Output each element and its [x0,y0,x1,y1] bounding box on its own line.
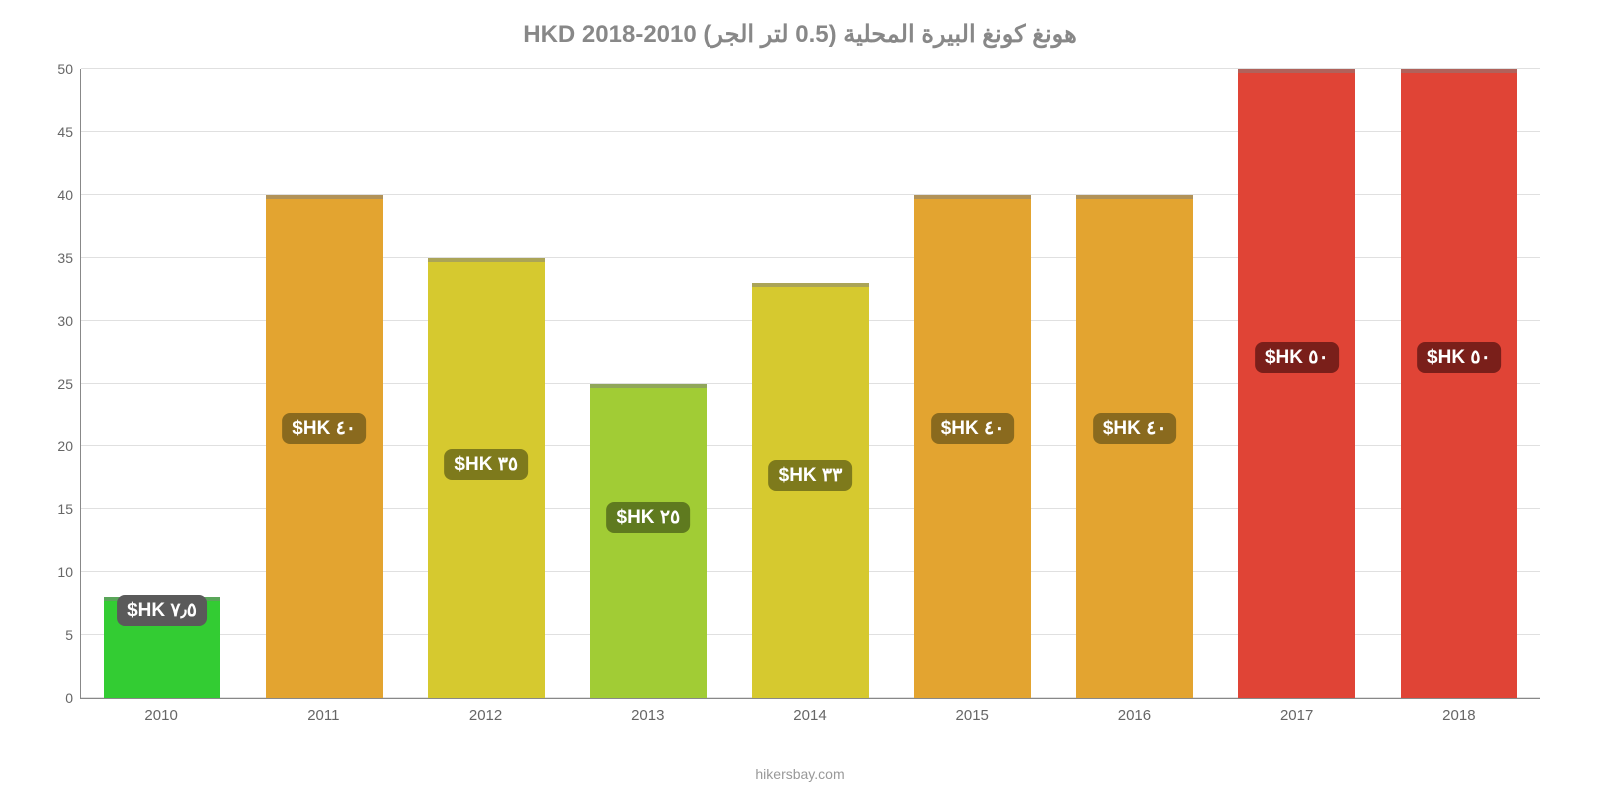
bar-2015: ٤٠ HK$ [914,195,1031,698]
bar-data-label: ٥٠ HK$ [1417,342,1501,373]
x-tick-label: 2016 [1053,699,1215,729]
bar-slot: ٥٠ HK$ [1216,69,1378,698]
x-tick-label: 2011 [242,699,404,729]
y-tick-label: 45 [57,124,73,140]
x-tick-label: 2015 [891,699,1053,729]
chart-area: 0 5 10 15 20 25 30 35 40 45 50 ٧٫٥ HK$ ٤… [80,69,1540,729]
bar-slot: ٥٠ HK$ [1378,69,1540,698]
bar-slot: ٣٣ HK$ [729,69,891,698]
bar-2011: ٤٠ HK$ [266,195,383,698]
x-tick-label: 2017 [1216,699,1378,729]
bar-2016: ٤٠ HK$ [1076,195,1193,698]
bar-data-label: ٢٥ HK$ [607,502,691,533]
y-tick-label: 35 [57,250,73,266]
y-tick-label: 15 [57,501,73,517]
x-tick-label: 2010 [80,699,242,729]
bar-data-label: ٣٥ HK$ [444,449,528,480]
y-tick-label: 5 [65,627,73,643]
bar-data-label: ٥٠ HK$ [1255,342,1339,373]
x-tick-label: 2018 [1378,699,1540,729]
bar-slot: ٣٥ HK$ [405,69,567,698]
bar-2010: ٧٫٥ HK$ [104,597,221,698]
bar-data-label: ٣٣ HK$ [769,460,853,491]
bar-slot: ٤٠ HK$ [1054,69,1216,698]
bar-2014: ٣٣ HK$ [752,283,869,698]
y-tick-label: 40 [57,187,73,203]
attribution-text: hikersbay.com [755,766,844,782]
y-tick-label: 10 [57,564,73,580]
bar-2012: ٣٥ HK$ [428,258,545,698]
x-tick-label: 2013 [567,699,729,729]
bar-slot: ٧٫٥ HK$ [81,69,243,698]
bar-slot: ٢٥ HK$ [567,69,729,698]
bar-2017: ٥٠ HK$ [1238,69,1355,698]
bar-slot: ٤٠ HK$ [892,69,1054,698]
bar-2018: ٥٠ HK$ [1401,69,1518,698]
y-tick-label: 20 [57,438,73,454]
bar-data-label: ٧٫٥ HK$ [117,595,207,626]
y-tick-label: 30 [57,313,73,329]
y-tick-label: 50 [57,61,73,77]
x-tick-label: 2012 [404,699,566,729]
bar-2013: ٢٥ HK$ [590,384,707,699]
x-tick-label: 2014 [729,699,891,729]
x-axis: 2010 2011 2012 2013 2014 2015 2016 2017 … [80,699,1540,729]
chart-title: هونغ كونغ البيرة المحلية (0.5 لتر الجر) … [40,20,1560,49]
bar-slot: ٤٠ HK$ [243,69,405,698]
y-tick-label: 0 [65,690,73,706]
y-tick-label: 25 [57,376,73,392]
bar-data-label: ٤٠ HK$ [1093,413,1177,444]
bars-container: ٧٫٥ HK$ ٤٠ HK$ ٣٥ HK$ ٢٥ HK$ [81,69,1540,698]
plot-area: 0 5 10 15 20 25 30 35 40 45 50 ٧٫٥ HK$ ٤… [80,69,1540,699]
bar-data-label: ٤٠ HK$ [931,413,1015,444]
bar-data-label: ٤٠ HK$ [282,413,366,444]
